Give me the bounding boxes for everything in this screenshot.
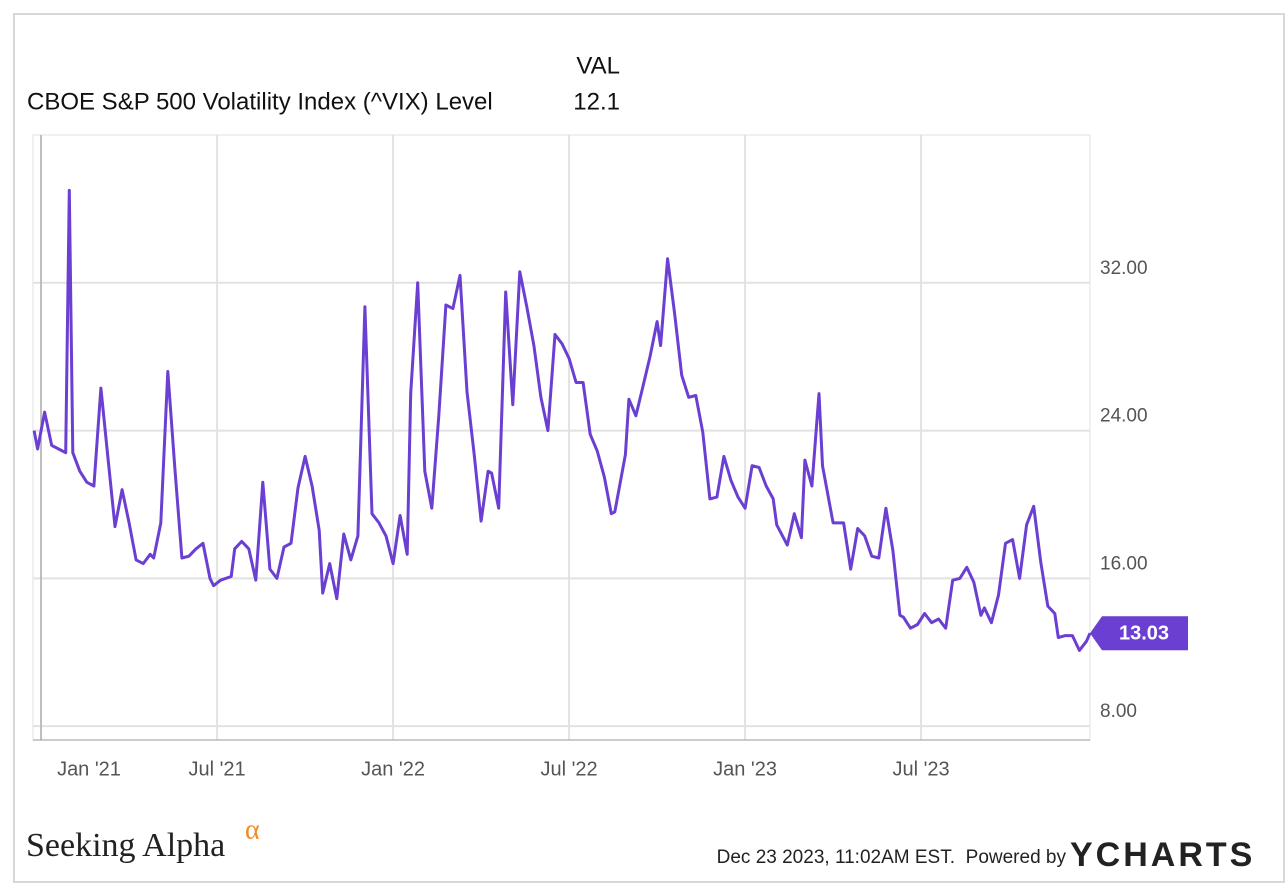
y-tick-label: 32.00 [1100,258,1148,279]
last-value-tag [1090,616,1188,651]
x-tick-label: Jul '22 [540,758,597,780]
y-tick-label: 8.00 [1100,701,1137,722]
x-tick-label: Jan '23 [713,758,777,780]
plot-area [32,134,1091,741]
y-tick-label: 16.00 [1100,553,1148,574]
timestamp: Dec 23 2023, 11:02AM EST. [717,847,955,868]
x-tick-label: Jul '21 [188,758,245,780]
legend-name: CBOE S&P 500 Volatility Index (^VIX) Lev… [27,88,493,115]
y-tick-label: 24.00 [1100,406,1148,427]
legend-value: 12.1 [573,88,620,115]
series-line [32,188,1092,652]
header-label: VAL [576,52,620,79]
powered-by: Powered by [966,847,1067,868]
provider: YCHARTS [1070,836,1255,874]
x-tick-label: Jan '22 [361,758,425,780]
last-value-label: 13.03 [1119,623,1169,645]
x-tick-label: Jan '21 [57,758,121,780]
brand-mark: α [245,814,260,845]
brand: Seeking Alpha [26,827,225,864]
x-tick-label: Jul '23 [892,758,949,780]
